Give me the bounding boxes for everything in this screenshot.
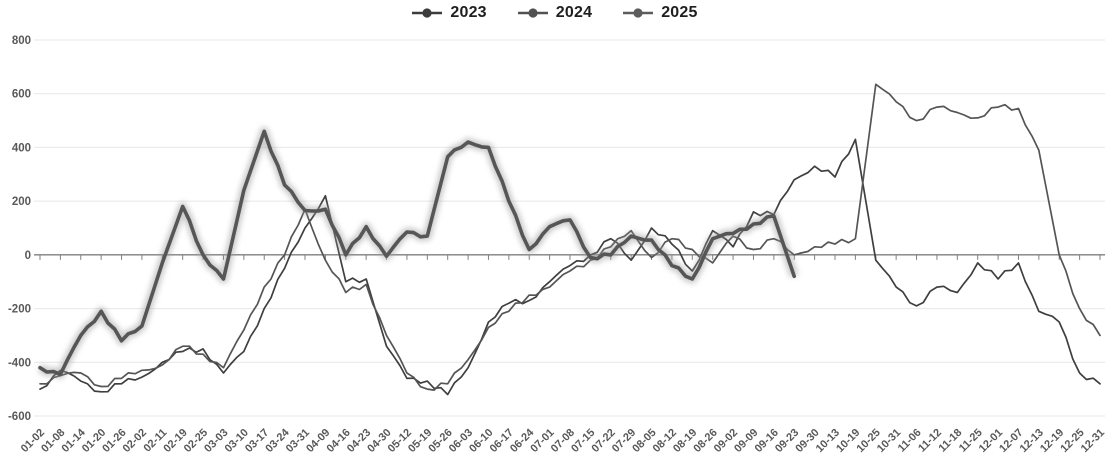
series-line-2025: [38, 129, 796, 377]
y-tick-label: 200: [12, 196, 31, 208]
gridlines: [34, 39, 1105, 417]
legend-marker-2025-icon: [623, 8, 654, 18]
y-tick-label: -400: [8, 357, 31, 369]
legend-label-2023: 2023: [450, 4, 487, 21]
series-line-2024: [39, 83, 1101, 391]
y-tick-label: -600: [8, 411, 31, 423]
legend-label-2025: 2025: [661, 4, 698, 21]
y-tick-label: 800: [12, 35, 31, 47]
zero-axis: [34, 254, 1105, 260]
legend-label-2024: 2024: [555, 4, 593, 21]
legend-marker-2024-icon: [517, 8, 548, 18]
series-glow-2025: [37, 126, 799, 379]
y-tick-label: -200: [8, 304, 31, 316]
series-line-2023: [39, 138, 1101, 396]
chart-legend: 2023 2024 2025: [0, 4, 1109, 22]
series-lines: [37, 83, 1101, 396]
y-tick-label: 0: [25, 250, 31, 262]
legend-marker-2023-icon: [412, 8, 443, 18]
x-axis-labels: 01-0201-0801-1401-2001-2602-0202-1102-19…: [19, 426, 1107, 455]
y-tick-label: 600: [12, 89, 31, 101]
x-tick-label: 12-31: [1079, 427, 1107, 455]
y-tick-label: 400: [12, 142, 31, 154]
legend-item-2023: 2023: [411, 4, 487, 22]
legend-item-2025: 2025: [622, 4, 697, 22]
y-axis-labels: 800 600 400 200 0 -200 -400 -600: [8, 35, 31, 423]
legend-item-2024: 2024: [517, 4, 592, 22]
